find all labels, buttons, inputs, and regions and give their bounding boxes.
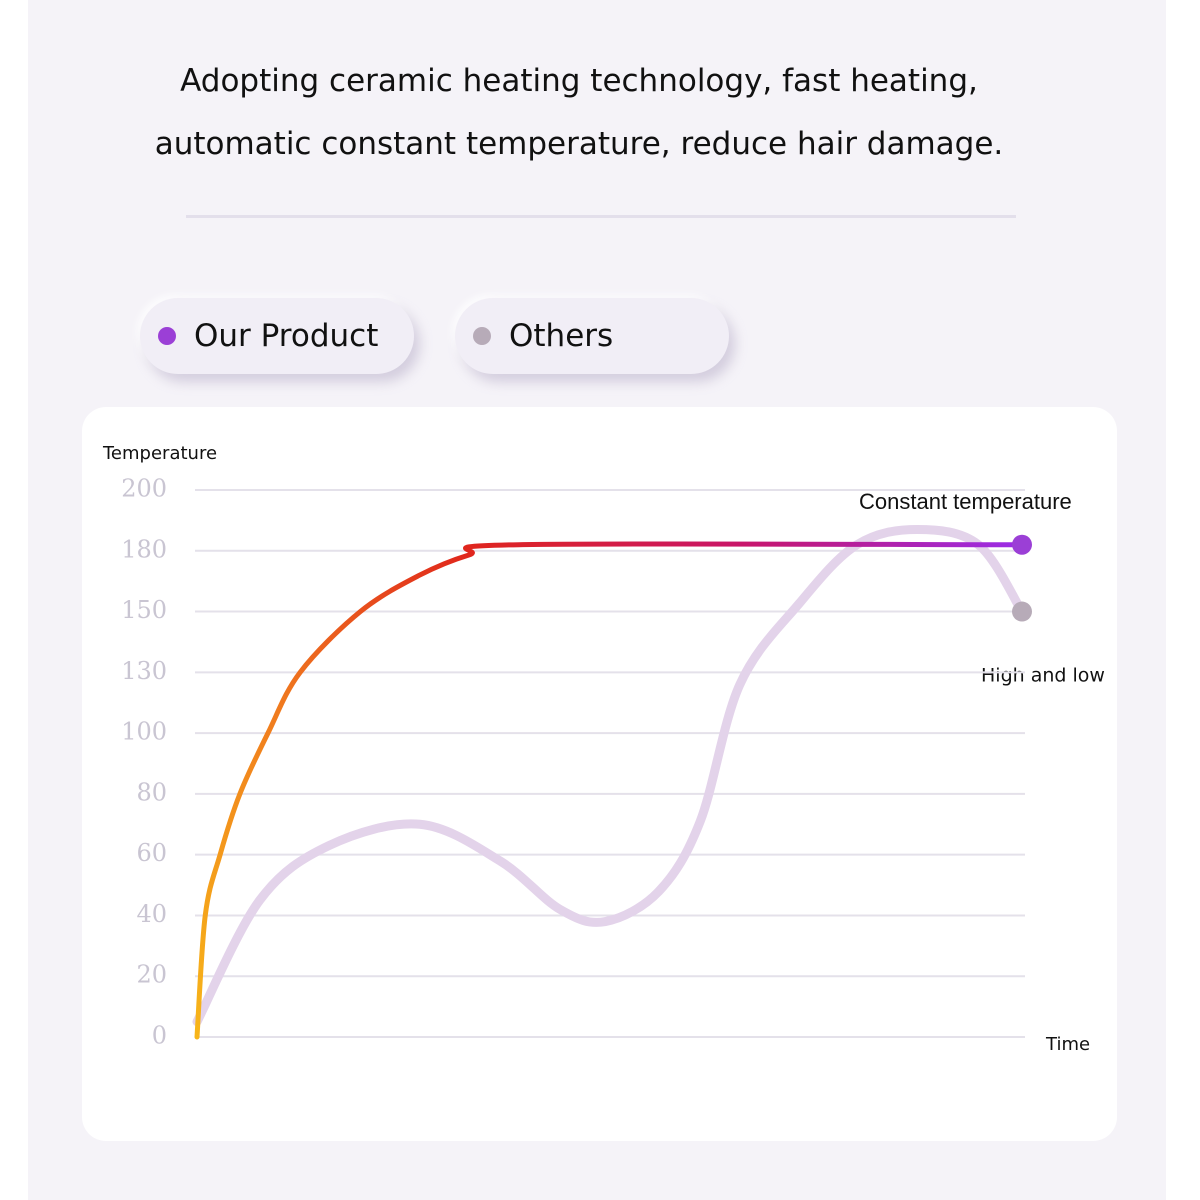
end-marker (1012, 601, 1032, 622)
x-axis-label: Time (1045, 1034, 1090, 1055)
series-line (194, 541, 1025, 1040)
y-tick-label: 80 (136, 778, 167, 806)
annotation: High and low (981, 665, 1105, 687)
legend-item: Our Product (140, 298, 414, 374)
y-tick-label: 150 (121, 596, 167, 624)
y-axis-label: Temperature (102, 443, 217, 464)
legend-item: Others (455, 298, 729, 374)
legend-label: Others (509, 318, 614, 354)
chart-card (82, 407, 1117, 1141)
series-line (192, 525, 1027, 1027)
y-tick-label: 130 (121, 657, 167, 685)
legend-dot (158, 327, 176, 345)
annotation: Constant temperature (859, 489, 1072, 514)
y-tick-label: 180 (121, 535, 167, 563)
y-tick-label: 0 (152, 1022, 167, 1050)
y-tick-label: 40 (136, 900, 167, 928)
y-tick-label: 200 (121, 475, 167, 503)
legend-label: Our Product (194, 318, 379, 354)
y-tick-label: 100 (121, 718, 167, 746)
headline: Adopting ceramic heating technology, fas… (154, 63, 1004, 162)
y-tick-label: 20 (136, 961, 167, 989)
end-marker (1012, 534, 1032, 555)
divider (186, 215, 1016, 218)
y-tick-label: 60 (136, 839, 167, 867)
legend-dot (473, 327, 491, 345)
